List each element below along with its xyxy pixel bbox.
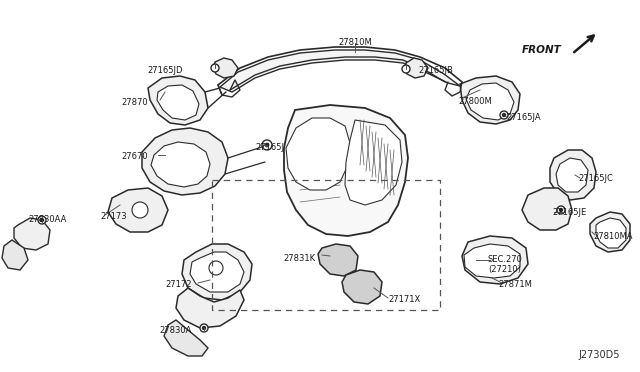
Polygon shape [556,158,588,192]
Polygon shape [220,50,460,92]
Text: 27830AA: 27830AA [28,215,67,224]
Text: 27810MA: 27810MA [593,232,632,241]
Polygon shape [148,76,208,125]
Text: 27165JD: 27165JD [147,66,183,75]
Polygon shape [590,212,630,252]
Circle shape [211,64,219,72]
Polygon shape [404,58,428,78]
Polygon shape [460,76,520,124]
Text: 27165JE: 27165JE [552,208,586,217]
Circle shape [557,206,565,214]
Polygon shape [2,240,28,270]
Polygon shape [213,58,238,78]
Text: 27173: 27173 [100,212,127,221]
Circle shape [40,218,44,221]
Text: 27172: 27172 [166,280,192,289]
Text: 27831K: 27831K [284,254,316,263]
Text: 27165JB: 27165JB [418,66,453,75]
Polygon shape [108,188,168,232]
Polygon shape [345,120,402,205]
Polygon shape [466,83,514,120]
Circle shape [209,261,223,275]
Polygon shape [14,218,50,250]
Text: 27871M: 27871M [498,280,532,289]
Circle shape [559,208,563,212]
Circle shape [402,65,410,73]
Text: SEC.270: SEC.270 [488,255,523,264]
Text: 27670: 27670 [122,152,148,161]
Polygon shape [342,270,382,304]
Circle shape [500,111,508,119]
Polygon shape [151,142,210,187]
Polygon shape [164,320,208,356]
Circle shape [132,202,148,218]
Polygon shape [190,252,244,292]
Polygon shape [522,188,572,230]
Text: 27165J: 27165J [255,143,284,152]
Polygon shape [157,85,199,120]
Circle shape [502,113,506,116]
Polygon shape [318,244,358,276]
Text: 27171X: 27171X [388,295,420,304]
Circle shape [38,216,46,224]
Polygon shape [462,236,528,284]
Text: 27830A: 27830A [159,326,192,335]
Circle shape [202,327,205,330]
Polygon shape [464,244,520,278]
Polygon shape [550,150,596,200]
Text: 27165JA: 27165JA [506,113,541,122]
Polygon shape [596,218,626,248]
Text: 27870: 27870 [122,98,148,107]
Polygon shape [286,118,350,190]
Polygon shape [284,105,408,236]
Polygon shape [176,288,244,328]
Polygon shape [182,244,252,300]
Circle shape [200,324,208,332]
Text: 27165JC: 27165JC [578,174,613,183]
Polygon shape [142,128,228,195]
Text: 27810M: 27810M [338,38,372,47]
Text: J2730D5: J2730D5 [579,350,620,360]
Text: (27210): (27210) [488,265,521,274]
Text: 27800M: 27800M [458,97,492,106]
Circle shape [265,143,269,147]
Text: FRONT: FRONT [522,45,562,55]
Circle shape [262,140,272,150]
